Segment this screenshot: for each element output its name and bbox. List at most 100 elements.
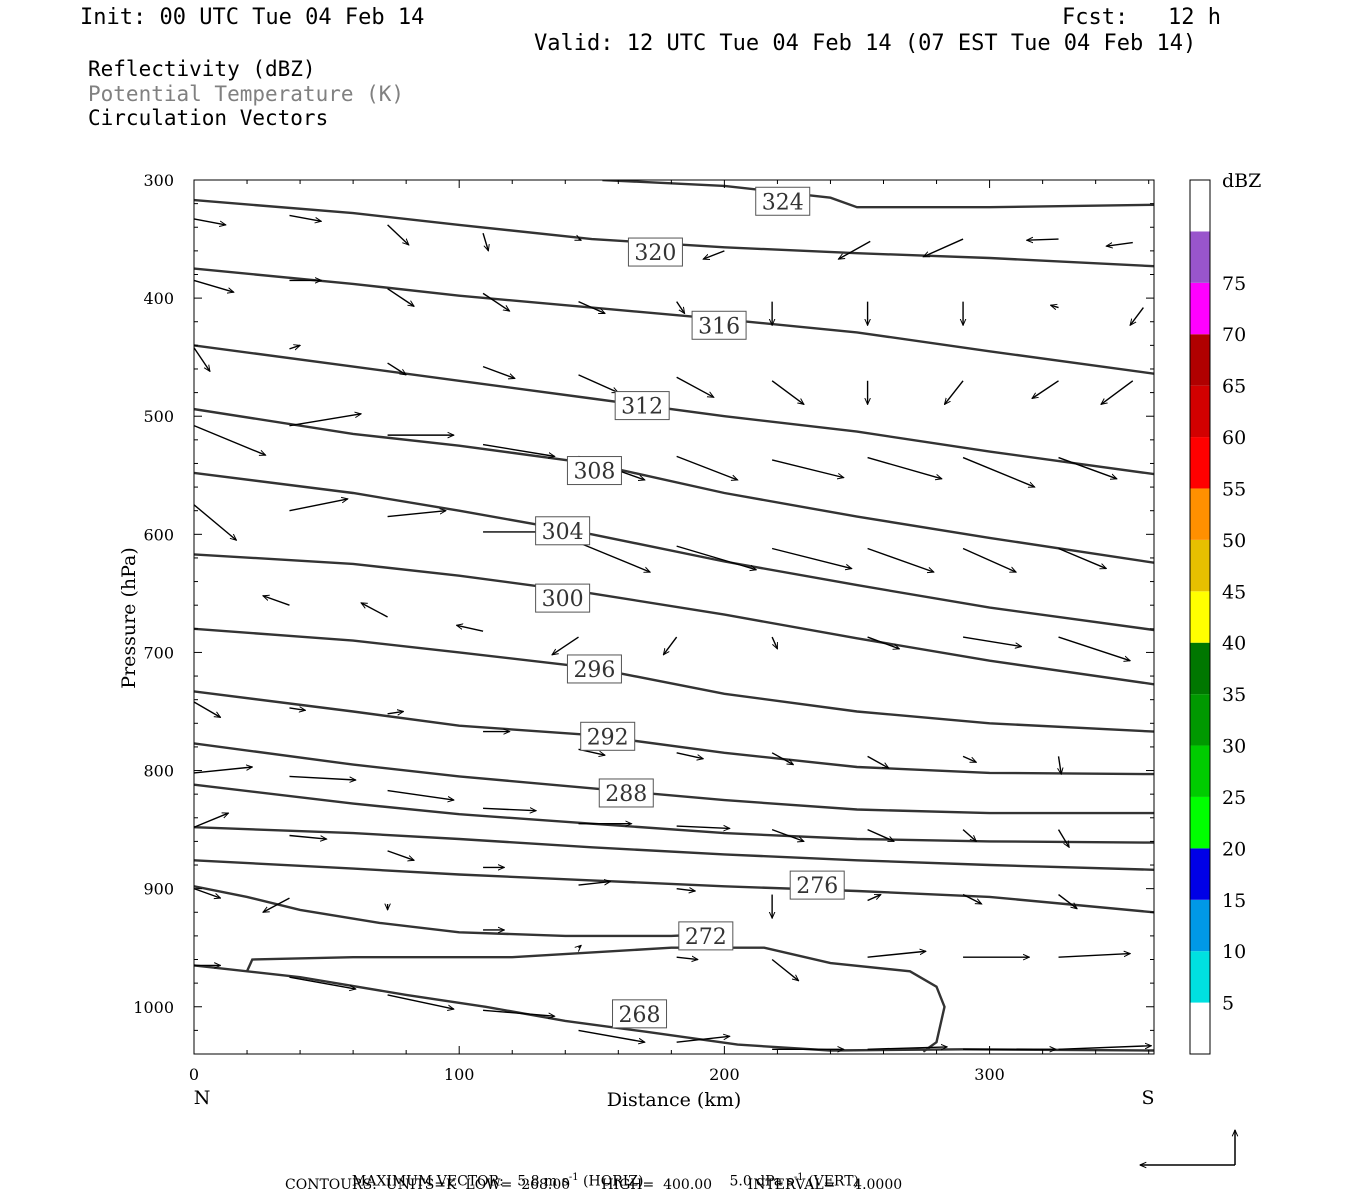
isentrope-316-2: [194, 267, 1154, 375]
colorbar-tick-label: 20: [1222, 838, 1246, 860]
colorbar-swatch: [1190, 539, 1210, 592]
circulation-vector: [771, 547, 852, 568]
circulation-vector: [771, 828, 804, 842]
colorbar-tick-label: 60: [1222, 427, 1246, 449]
x-end-label-south: S: [1141, 1087, 1154, 1109]
circulation-vector: [867, 893, 881, 902]
circulation-vector: [193, 701, 221, 718]
circulation-vector: [578, 1029, 645, 1042]
circulation-vector: [387, 511, 446, 518]
x-tick-label: 300: [974, 1065, 1005, 1084]
circulation-vector: [962, 893, 982, 905]
circulation-vector: [289, 214, 321, 221]
circulation-vector: [482, 292, 510, 311]
isentrope-label-324: 324: [755, 186, 811, 216]
colorbar-tick-label: 55: [1222, 478, 1246, 500]
circulation-vector: [867, 755, 889, 769]
colorbar-tick-label: 75: [1222, 273, 1246, 295]
colorbar-swatch: [1190, 951, 1210, 1003]
circulation-vector: [482, 443, 555, 457]
isentrope-label-308: 308: [566, 456, 622, 486]
circulation-vector: [387, 711, 404, 713]
circulation-vector: [962, 456, 1035, 488]
circulation-vector: [962, 547, 1016, 573]
colorbar-swatch: [1190, 848, 1210, 900]
colorbar-tick-label: 30: [1222, 736, 1246, 758]
circulation-vector: [867, 456, 942, 479]
svg-text:276: 276: [796, 874, 838, 899]
y-tick-label: 500: [143, 407, 174, 426]
isentrope-272-13: [194, 885, 725, 938]
circulation-vector: [962, 829, 976, 842]
circulation-vector: [1059, 756, 1062, 774]
circulation-vector: [1058, 456, 1117, 479]
colorbar-swatch: [1190, 796, 1210, 849]
circulation-vector: [578, 541, 651, 573]
circulation-vector: [552, 636, 579, 655]
forecast-hour: Fcst: 12 h: [1062, 5, 1221, 30]
circulation-vector: [263, 596, 290, 606]
circulation-vector: [387, 362, 407, 375]
y-tick-label: 700: [143, 643, 174, 662]
x-end-label-north: N: [194, 1087, 211, 1109]
isentrope-label-292: 292: [580, 721, 636, 751]
circulation-vector: [193, 767, 252, 774]
circulation-vector: [387, 994, 454, 1009]
isentrope-label-304: 304: [535, 516, 591, 546]
svg-text:272: 272: [685, 925, 727, 950]
circulation-vector: [771, 380, 804, 405]
colorbar-tick-label: 10: [1222, 941, 1246, 963]
colorbar-frame: [1189, 179, 1211, 1055]
circulation-vector: [387, 850, 415, 860]
x-tick-label: 0: [189, 1065, 199, 1084]
circulation-vector: [361, 602, 388, 618]
circulation-vector: [579, 945, 582, 947]
isentrope-label-300: 300: [535, 583, 591, 613]
colorbar-tick-label: 15: [1222, 890, 1246, 912]
circulation-vector: [771, 752, 793, 766]
colorbar-tick-label: 40: [1222, 633, 1246, 655]
circulation-vector: [867, 1047, 948, 1049]
circulation-vector: [962, 755, 976, 763]
colorbar-tick-label: 35: [1222, 684, 1246, 706]
colorbar-swatch: [1190, 231, 1210, 283]
circulation-vector: [578, 882, 611, 886]
isentrope-contours: [194, 180, 1154, 1053]
circulation-vector: [771, 636, 779, 649]
circulation-vector: [289, 345, 300, 349]
circulation-vector: [867, 547, 934, 572]
colorbar-swatch: [1190, 1002, 1210, 1054]
circulation-vector: [482, 232, 488, 251]
circulation-vector: [193, 887, 221, 898]
y-tick-label: 300: [143, 171, 174, 190]
isentrope-label-316: 316: [691, 310, 747, 340]
circulation-vector: [771, 459, 844, 478]
colorbar-swatch: [1190, 334, 1210, 386]
circulation-vector: [676, 376, 714, 398]
circulation-vector: [387, 789, 454, 800]
y-tick-label: 600: [143, 525, 174, 544]
svg-text:320: 320: [634, 241, 676, 266]
circulation-vector: [676, 889, 696, 891]
isentrope-276-12: [194, 859, 1154, 914]
svg-text:300: 300: [542, 587, 584, 612]
max-vector-horiz-value: MAXIMUM VECTOR: 5.8 m s: [351, 1173, 569, 1190]
circulation-vector: [289, 775, 355, 780]
reference-vector: [1140, 1130, 1235, 1165]
svg-text:316: 316: [698, 314, 740, 339]
circulation-vector: [193, 504, 236, 540]
svg-text:292: 292: [587, 725, 629, 750]
circulation-vector: [1032, 380, 1059, 399]
colorbar-swatch: [1190, 745, 1210, 797]
legend-reflectivity: Reflectivity (dBZ): [88, 57, 316, 81]
max-vector-vert-label: (VERT): [803, 1173, 860, 1190]
circulation-vector: [1058, 636, 1131, 661]
circulation-vector: [193, 218, 226, 225]
axes: 0 100 200 300 300 400 500 600 700 800 900 1000: [133, 171, 1154, 1084]
circulation-vector: [1101, 380, 1134, 405]
colorbar-swatch: [1190, 642, 1210, 695]
circulation-vector: [1027, 239, 1059, 240]
circulation-vector: [838, 240, 871, 260]
svg-text:308: 308: [573, 460, 615, 485]
colorbar-swatch: [1190, 694, 1210, 746]
